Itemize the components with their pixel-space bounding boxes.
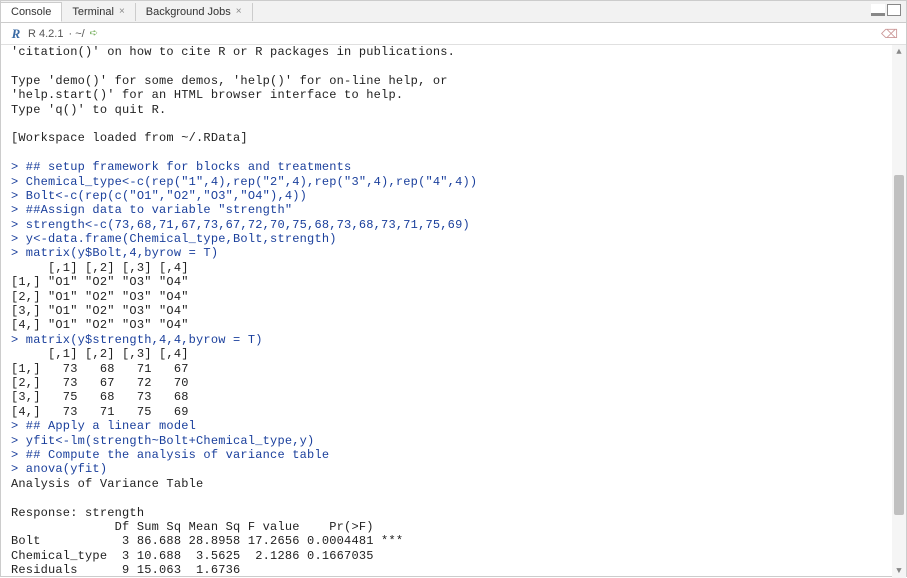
scrollbar[interactable]: ▲ ▼	[892, 45, 906, 578]
tab-background-jobs[interactable]: Background Jobs ×	[136, 3, 253, 21]
tab-bar: Console Terminal × Background Jobs ×	[1, 1, 906, 23]
console-area: 'citation()' on how to cite R or R packa…	[1, 45, 906, 578]
minimize-icon[interactable]	[871, 4, 885, 16]
close-icon[interactable]: ×	[119, 6, 125, 17]
info-bar: R R 4.2.1 · ~/ ➪ ⌫	[1, 23, 906, 45]
working-dir: · ~/	[68, 28, 84, 40]
scroll-down-icon[interactable]: ▼	[892, 564, 906, 578]
console-output[interactable]: 'citation()' on how to cite R or R packa…	[1, 45, 906, 578]
r-logo-icon: R	[9, 27, 23, 41]
tab-console[interactable]: Console	[1, 2, 62, 22]
tab-console-label: Console	[11, 6, 51, 18]
clear-console-icon[interactable]: ⌫	[881, 27, 898, 41]
scroll-thumb[interactable]	[894, 175, 904, 515]
path-arrow-icon[interactable]: ➪	[90, 28, 98, 39]
r-version: R 4.2.1	[28, 28, 63, 40]
maximize-icon[interactable]	[887, 4, 901, 16]
close-icon[interactable]: ×	[236, 6, 242, 17]
scroll-up-icon[interactable]: ▲	[892, 45, 906, 59]
window-controls	[871, 4, 901, 16]
tab-terminal-label: Terminal	[72, 6, 114, 18]
tab-background-label: Background Jobs	[146, 6, 231, 18]
tab-terminal[interactable]: Terminal ×	[62, 3, 135, 21]
